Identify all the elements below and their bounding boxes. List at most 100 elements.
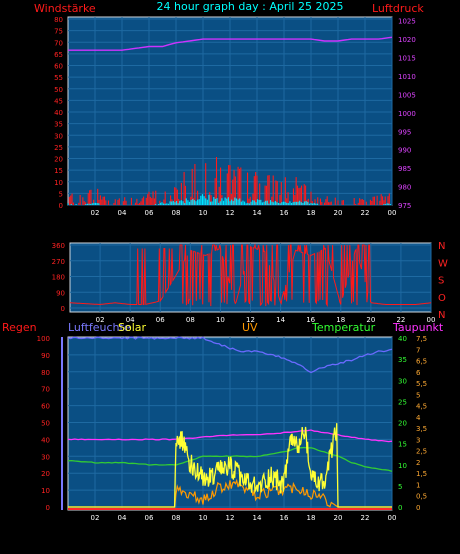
label-taupunkt: Taupunkt [392,321,444,334]
panel3-uv-tick: 5,5 [416,380,427,388]
panel2-x-tick: 08 [186,316,195,324]
panel1-y-right-tick: 1005 [398,91,416,99]
panel3-x-tick: 12 [226,514,235,522]
panel3-x-tick: 04 [118,514,127,522]
panel1-x-tick: 20 [334,209,343,217]
panel1-y-right-tick: 1010 [398,73,416,81]
panel3-uv-tick: 2 [416,459,420,467]
panel2-x-tick: 02 [96,316,105,324]
panel3-y-left-tick: 30 [41,453,50,461]
header-right-label: Luftdruck [372,2,424,15]
panel1-y-right-tick: 1000 [398,110,416,118]
panel1-y-left-tick: 0 [59,202,63,210]
humidity-line [67,336,393,374]
panel1-y-right-tick: 1025 [398,18,416,26]
panel1-y-left-tick: 15 [54,167,63,175]
label-temperatur: Temperatur [311,321,376,334]
panel3-uv-tick: 1 [416,481,420,489]
panel1-y-left-tick: 80 [54,16,63,24]
panel1-y-left-tick: 35 [54,121,63,129]
panel2-x-tick: 10 [216,316,225,324]
panel1-x-tick: 04 [118,209,127,217]
panel2-x-tick: 06 [156,316,165,324]
panel3-temp-tick: 10 [398,462,407,470]
direction-label: W [438,258,448,269]
panel3-y-left-tick: 0 [46,504,50,512]
panel3-uv-tick: 0,5 [416,493,427,501]
panel3-uv-tick: 3 [416,436,420,444]
panel3-x-tick: 16 [280,514,289,522]
panel1-x-tick: 00 [388,209,397,217]
direction-label: N [438,310,445,321]
panel3-uv-tick: 0 [416,504,420,512]
panel2-y-tick: 0 [61,305,65,313]
panel1-y-left-tick: 25 [54,144,63,152]
panel2-x-tick: 12 [246,316,255,324]
panel3-temp-tick: 20 [398,420,407,428]
panel3-y-left-tick: 90 [41,352,50,360]
panel2-x-tick: 22 [396,316,405,324]
panel1-x-tick: 08 [172,209,181,217]
panel3-uv-tick: 3,5 [416,425,427,433]
panel1-y-left-tick: 70 [54,39,63,47]
panel1-y-right-tick: 990 [398,147,411,155]
panel3-x-tick: 22 [361,514,370,522]
panel1-x-tick: 12 [226,209,235,217]
panel2-x-tick: 20 [366,316,375,324]
solar-line [68,423,392,508]
panel3-uv-tick: 2,5 [416,448,427,456]
panel1-y-left-tick: 75 [54,28,63,36]
panel3-temp-tick: 15 [398,441,407,449]
panel2-y-tick: 270 [52,258,65,266]
panel1-y-left-tick: 55 [54,74,63,82]
panel3-uv-tick: 7 [416,346,420,354]
panel1-y-left-tick: 60 [54,63,63,71]
panel1-y-right-tick: 995 [398,128,411,136]
panel3-x-tick: 18 [307,514,316,522]
panel3-y-left-tick: 80 [41,369,50,377]
panel3-y-left-tick: 50 [41,420,50,428]
label-solar: Solar [118,321,147,334]
panel3-y-left-tick: 40 [41,436,50,444]
panel3-x-tick: 00 [388,514,397,522]
panel3-x-tick: 20 [334,514,343,522]
page-title: 24 hour graph day : April 25 2025 [157,0,344,13]
panel1-x-tick: 22 [361,209,370,217]
direction-label: N [438,241,445,252]
panel1-y-right-tick: 1020 [398,36,416,44]
panel3-y-left-tick: 20 [41,470,50,478]
panel2-x-tick: 14 [276,316,285,324]
wind-direction-line [70,243,432,308]
panel1-x-tick: 06 [145,209,154,217]
panel1-x-tick: 02 [91,209,100,217]
panel3-x-tick: 14 [253,514,262,522]
panel3-temp-tick: 25 [398,398,407,406]
panel1-y-right-tick: 985 [398,165,411,173]
panel2-y-tick: 360 [52,242,65,250]
panel3-uv-tick: 6 [416,369,421,377]
panel3-uv-tick: 4,5 [416,403,427,411]
panel2-x-tick: 04 [126,316,135,324]
panel3-temp-tick: 40 [398,335,407,343]
panel1-y-right-tick: 980 [398,184,411,192]
panel3-x-tick: 08 [172,514,181,522]
panel2-y-tick: 180 [52,274,65,282]
temperature-line [67,446,393,473]
panel3-uv-tick: 1,5 [416,470,427,478]
panel1-y-left-tick: 20 [54,156,63,164]
panel1-y-right-tick: 1015 [398,55,416,63]
panel1-y-left-tick: 50 [54,86,63,94]
panel3-temp-tick: 5 [398,483,402,491]
panel1-y-left-tick: 45 [54,97,63,105]
label-uv: UV [242,321,258,334]
pressure-line [68,36,393,51]
panel3-uv-tick: 7,5 [416,335,427,343]
panel3-uv-tick: 4 [416,414,421,422]
direction-label: O [438,293,446,304]
panel2-y-tick: 90 [56,289,65,297]
panel1-y-left-tick: 30 [54,132,63,140]
panel1-y-left-tick: 65 [54,51,63,59]
panel1-x-tick: 18 [307,209,316,217]
panel3-temp-tick: 0 [398,504,402,512]
panel1-y-left-tick: 40 [54,109,63,117]
